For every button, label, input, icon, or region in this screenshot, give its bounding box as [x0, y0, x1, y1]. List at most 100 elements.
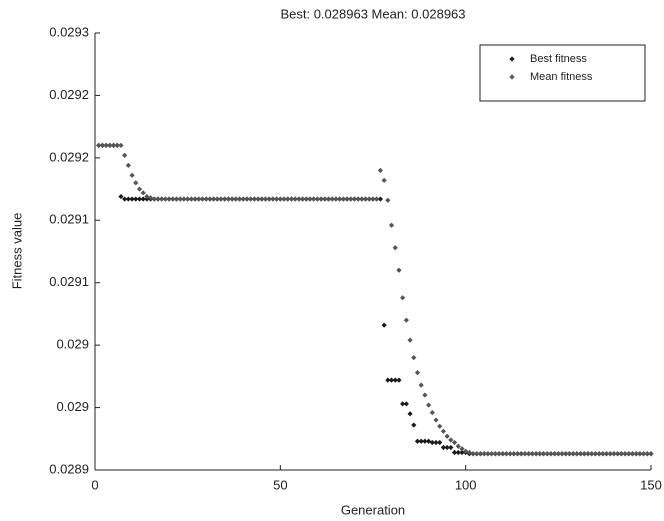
y-tick-label: 0.0291 [49, 212, 89, 227]
point [240, 196, 246, 202]
point [570, 451, 576, 457]
point [500, 451, 506, 457]
point [140, 190, 146, 196]
point [318, 196, 324, 202]
point [470, 451, 476, 457]
point [607, 451, 613, 457]
point [388, 222, 395, 228]
point [400, 295, 406, 301]
point [203, 196, 209, 202]
point [615, 451, 621, 457]
point [518, 451, 524, 457]
point [348, 196, 354, 202]
point [433, 439, 439, 446]
point [136, 186, 143, 192]
point [251, 196, 257, 202]
point [122, 152, 128, 158]
point [333, 196, 339, 202]
point [359, 196, 365, 202]
point [403, 317, 409, 323]
legend-label: Mean fitness [530, 71, 593, 83]
point [548, 451, 554, 457]
point [440, 444, 447, 451]
point [133, 196, 139, 202]
point [477, 451, 484, 457]
point [503, 451, 510, 457]
point [485, 451, 491, 457]
point [385, 377, 391, 383]
point [151, 196, 157, 202]
point [629, 451, 636, 457]
y-tick-label: 0.0292 [49, 87, 89, 102]
point [611, 451, 617, 457]
point [429, 439, 435, 446]
point [603, 451, 610, 457]
point [437, 423, 443, 429]
point [437, 439, 443, 446]
point [429, 409, 435, 416]
point [455, 443, 461, 449]
point [411, 355, 417, 361]
point [451, 449, 458, 456]
point [577, 451, 584, 457]
point [277, 196, 283, 202]
point [459, 449, 465, 456]
x-tick-label: 100 [455, 477, 477, 492]
point [377, 196, 384, 202]
point [311, 196, 317, 202]
point [426, 402, 432, 408]
point [166, 196, 172, 202]
point [414, 438, 421, 444]
point [218, 196, 224, 202]
point [136, 196, 143, 202]
point [381, 177, 387, 183]
point [370, 196, 376, 202]
point [492, 451, 498, 457]
point [544, 451, 550, 457]
point [274, 196, 280, 202]
point [626, 451, 632, 457]
point [388, 377, 395, 383]
point [270, 196, 276, 202]
point [507, 451, 513, 457]
y-tick-label: 0.0293 [49, 24, 89, 39]
point [496, 451, 502, 457]
point [563, 451, 569, 457]
point [640, 451, 647, 457]
point [555, 451, 561, 457]
point [422, 438, 428, 444]
point [248, 196, 254, 202]
point [559, 451, 565, 457]
legend-label: Best fitness [530, 53, 587, 65]
point [285, 196, 291, 202]
point [448, 444, 454, 451]
point [407, 337, 413, 343]
point [99, 142, 106, 148]
point [170, 196, 176, 202]
point [255, 196, 261, 202]
point [529, 451, 535, 457]
point [581, 451, 587, 457]
y-axis-label: Fitness value [9, 213, 24, 290]
point [188, 196, 194, 202]
x-tick-label: 150 [640, 477, 662, 492]
point [140, 196, 146, 202]
y-tick-label: 0.0291 [49, 274, 89, 289]
point [440, 428, 447, 434]
point [574, 451, 580, 457]
point [637, 451, 643, 457]
point [122, 196, 128, 202]
point [392, 245, 398, 251]
y-tick-label: 0.0292 [49, 149, 89, 164]
y-tick-label: 0.0289 [49, 461, 89, 476]
point [511, 451, 517, 457]
point [129, 196, 135, 202]
point [362, 196, 369, 202]
point [355, 196, 361, 202]
point [296, 196, 302, 202]
point [299, 196, 306, 202]
point [211, 196, 217, 202]
point [526, 451, 532, 457]
point [110, 142, 117, 148]
point [162, 196, 169, 202]
